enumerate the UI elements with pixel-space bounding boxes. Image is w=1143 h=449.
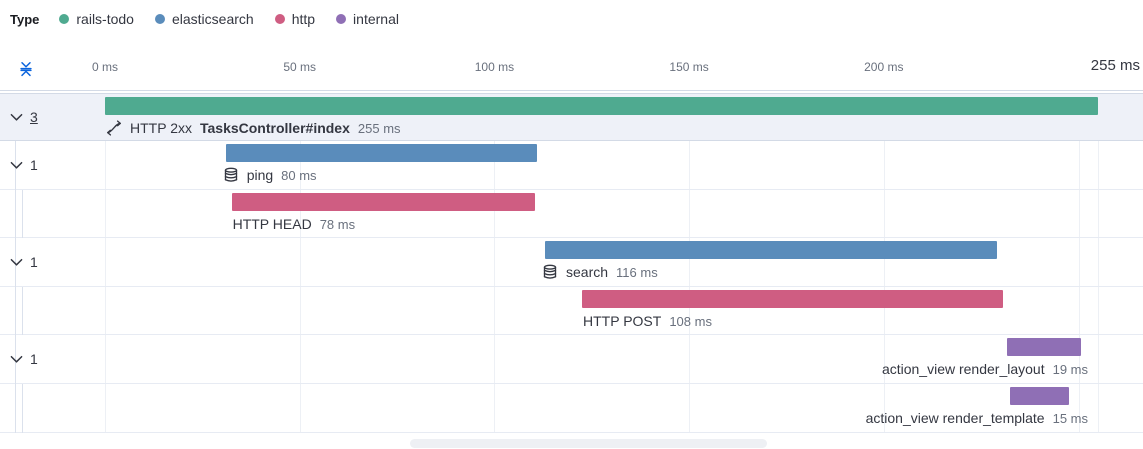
fold-icon xyxy=(20,62,32,77)
database-icon xyxy=(224,167,237,182)
chevron-down-icon xyxy=(10,258,23,266)
waterfall-row-transaction[interactable]: 3 HTTP 2xx TasksController#index 255 ms xyxy=(0,93,1143,141)
legend-title: Type xyxy=(10,11,40,27)
axis-tick: 0 ms xyxy=(91,60,119,74)
chevron-down-icon xyxy=(10,113,23,121)
gridline xyxy=(1079,93,1080,433)
waterfall-row-http-head[interactable]: HTTP HEAD 78 ms xyxy=(0,190,1143,238)
gridline xyxy=(300,93,301,433)
legend-label: rails-todo xyxy=(76,11,134,27)
duration-label: 116 ms xyxy=(616,264,658,280)
child-count-badge[interactable]: 3 xyxy=(30,109,38,125)
bar-label: HTTP HEAD 78 ms xyxy=(233,215,356,233)
waterfall-row-ping[interactable]: 1 ping 80 ms xyxy=(0,141,1143,190)
gridline xyxy=(105,93,106,433)
transaction-icon xyxy=(107,120,121,136)
span-bar[interactable] xyxy=(225,144,538,162)
legend-item-elasticsearch[interactable]: elasticsearch xyxy=(154,11,254,27)
duration-label: 108 ms xyxy=(669,313,712,329)
transaction-bar[interactable] xyxy=(105,97,1098,115)
span-bar[interactable] xyxy=(1010,387,1069,405)
accordion-toggle[interactable]: 3 xyxy=(10,109,38,125)
waterfall-row-action-view-render-template[interactable]: action_view render_template 15 ms xyxy=(0,384,1143,433)
duration-label: 80 ms xyxy=(281,167,317,183)
span-bar[interactable] xyxy=(545,241,997,259)
duration-label: 255 ms xyxy=(357,120,401,136)
legend-label: internal xyxy=(353,11,399,27)
child-count-badge[interactable]: 1 xyxy=(30,254,38,270)
type-legend: Type rails-todo elasticsearch http internal xyxy=(10,9,420,29)
tree-guide-line xyxy=(22,190,23,238)
collapse-all-button[interactable] xyxy=(13,56,39,82)
bar-label: HTTP 2xx TasksController#index 255 ms xyxy=(106,119,401,137)
database-icon xyxy=(543,264,557,279)
axis-total-duration: 255 ms xyxy=(1090,57,1140,74)
chevron-down-icon xyxy=(10,161,23,169)
gridline xyxy=(689,93,690,433)
accordion-toggle[interactable]: 1 xyxy=(10,157,38,173)
legend-dot-internal xyxy=(336,14,347,24)
child-count-badge[interactable]: 1 xyxy=(30,351,38,367)
accordion-toggle[interactable]: 1 xyxy=(10,351,38,367)
waterfall-row-action-view-render-layout[interactable]: 1 action_view render_layout 19 ms xyxy=(0,335,1143,384)
axis-tick: 50 ms xyxy=(283,60,317,74)
legend-item-internal[interactable]: internal xyxy=(336,11,399,27)
span-bar[interactable] xyxy=(582,290,1003,308)
axis-tick: 150 ms xyxy=(669,60,709,74)
horizontal-scrollbar[interactable] xyxy=(410,439,767,448)
legend-dot-http xyxy=(274,14,285,24)
duration-label: 19 ms xyxy=(1052,361,1088,377)
tree-guide-line xyxy=(22,384,23,433)
span-name: action_view render_layout xyxy=(881,361,1045,377)
waterfall-row-http-post[interactable]: HTTP POST 108 ms xyxy=(0,287,1143,335)
transaction-name: TasksController#index xyxy=(199,120,350,136)
duration-label: 78 ms xyxy=(319,216,356,232)
waterfall-row-search[interactable]: 1 search 116 ms xyxy=(0,238,1143,287)
span-name: action_view render_template xyxy=(865,410,1045,426)
bar-label: HTTP POST 108 ms xyxy=(583,312,712,330)
axis-divider xyxy=(0,90,1143,91)
span-name: HTTP POST xyxy=(583,313,662,329)
tree-guide-line xyxy=(22,287,23,335)
gridline xyxy=(884,93,885,433)
legend-label: http xyxy=(291,11,316,27)
tree-guide-line xyxy=(15,287,16,335)
child-count-badge[interactable]: 1 xyxy=(30,157,38,173)
axis-tick: 100 ms xyxy=(474,60,515,74)
legend-item-http[interactable]: http xyxy=(274,11,316,27)
axis-tick: 200 ms xyxy=(864,60,904,74)
tree-guide-line xyxy=(15,384,16,433)
chevron-down-icon xyxy=(10,355,23,363)
span-name: search xyxy=(566,264,609,280)
span-name: HTTP HEAD xyxy=(232,216,312,232)
tree-guide-line xyxy=(15,190,16,238)
gridline xyxy=(494,93,495,433)
span-bar[interactable] xyxy=(231,193,536,211)
span-bar[interactable] xyxy=(1006,338,1081,356)
bar-label: action_view render_template 15 ms xyxy=(866,409,1088,427)
legend-dot-elasticsearch xyxy=(154,14,165,24)
span-name: ping xyxy=(246,167,274,183)
legend-label: elasticsearch xyxy=(171,11,254,27)
duration-label: 15 ms xyxy=(1052,410,1088,426)
accordion-toggle[interactable]: 1 xyxy=(10,254,38,270)
legend-item-rails-todo[interactable]: rails-todo xyxy=(59,11,134,27)
bar-label: action_view render_layout 19 ms xyxy=(882,360,1088,378)
result-label: HTTP 2xx xyxy=(130,120,192,136)
bar-label: search 116 ms xyxy=(542,263,658,281)
bar-label: ping 80 ms xyxy=(223,166,317,184)
gridline xyxy=(1098,93,1099,433)
legend-dot-rails-todo xyxy=(59,14,70,24)
